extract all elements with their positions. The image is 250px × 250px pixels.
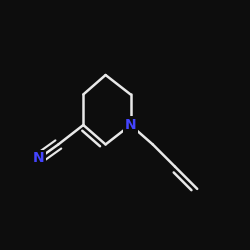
Text: N: N [125, 118, 136, 132]
Text: N: N [33, 151, 45, 165]
